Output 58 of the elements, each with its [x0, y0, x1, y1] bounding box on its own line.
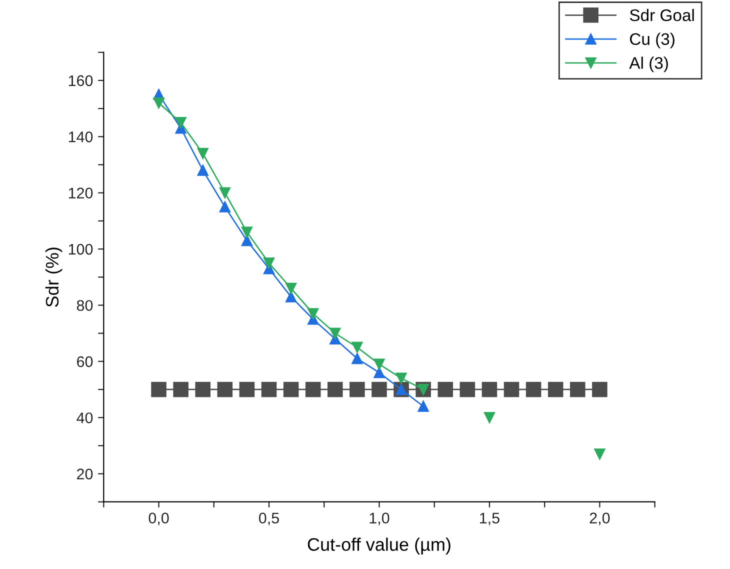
point	[308, 308, 319, 320]
point	[330, 328, 341, 339]
point	[197, 164, 208, 176]
y-tick-label: 40	[76, 412, 93, 424]
point	[352, 353, 363, 364]
x-tick-label: 0,0	[148, 512, 169, 526]
point	[594, 448, 606, 460]
point	[570, 382, 586, 398]
point	[195, 382, 211, 398]
point	[283, 382, 299, 398]
y-tick-label: 120	[68, 188, 93, 199]
x-tick-label: 1,5	[480, 512, 500, 526]
legend-label: Cu (3)	[630, 32, 674, 48]
y-tick-label: 80	[76, 300, 93, 311]
legend-label: Al (3)	[629, 56, 668, 72]
point	[548, 382, 564, 398]
y-tick-label: 20	[77, 468, 93, 480]
point	[219, 187, 230, 198]
point	[153, 97, 164, 108]
point	[151, 382, 166, 398]
legend-label: Sdr Goal	[630, 8, 694, 22]
point	[460, 382, 476, 398]
point	[263, 258, 275, 269]
point	[374, 358, 385, 370]
point	[484, 412, 496, 424]
point	[197, 148, 208, 160]
x-axis-title: Cut-off value (µm)	[308, 538, 450, 554]
point	[219, 201, 230, 212]
point	[173, 382, 188, 398]
point	[374, 367, 385, 378]
y-tick-label: 160	[68, 75, 93, 86]
y-axis-title: Sdr (%)	[45, 248, 62, 307]
point	[328, 382, 343, 398]
point	[285, 282, 297, 294]
point	[526, 382, 542, 398]
point	[217, 382, 233, 398]
point	[175, 117, 186, 128]
point	[261, 382, 277, 398]
point	[504, 382, 520, 398]
point	[482, 382, 498, 398]
point	[396, 372, 407, 384]
y-tick-label: 140	[68, 132, 93, 142]
point	[352, 342, 363, 353]
point	[418, 400, 429, 412]
point	[239, 382, 255, 398]
point	[592, 382, 608, 398]
x-tick-label: 1,0	[370, 512, 390, 526]
point	[438, 382, 454, 398]
point	[285, 291, 297, 302]
point	[372, 382, 387, 398]
point	[241, 226, 253, 238]
x-tick-label: 0,5	[258, 512, 279, 526]
point	[350, 382, 365, 398]
x-tick-label: 2,0	[590, 512, 610, 526]
point	[305, 382, 321, 398]
y-tick-label: 100	[68, 244, 93, 255]
y-tick-label: 60	[77, 356, 93, 368]
point	[241, 235, 253, 246]
